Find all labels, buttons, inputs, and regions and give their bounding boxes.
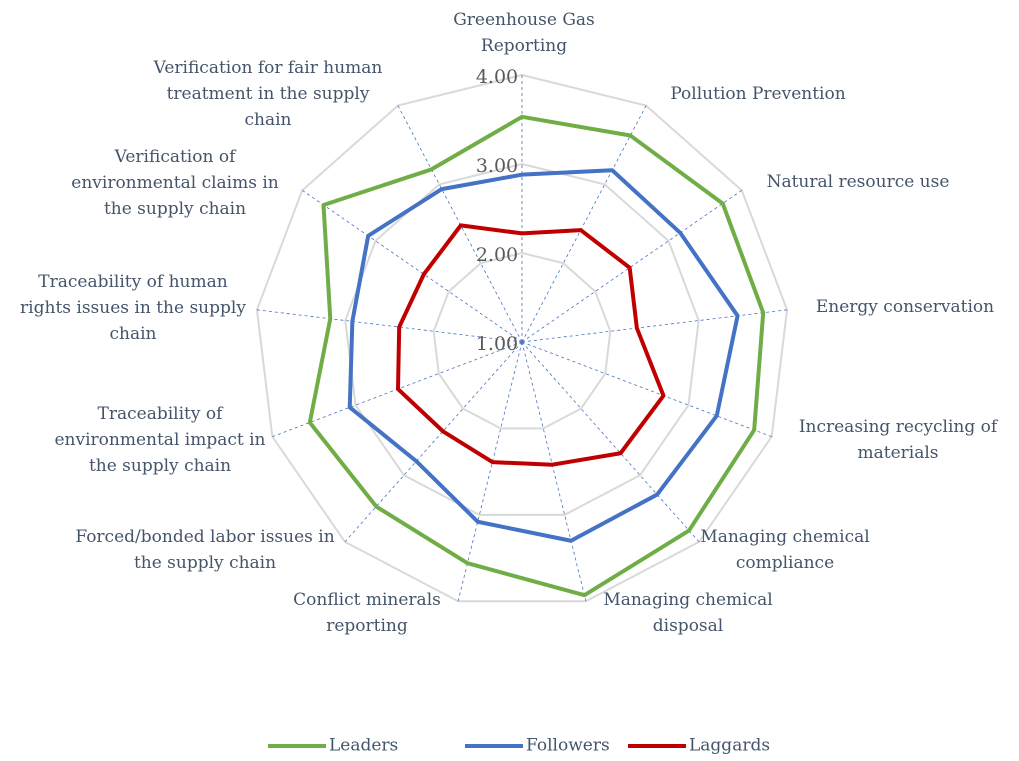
series-line	[307, 114, 766, 598]
spoke	[521, 341, 700, 543]
spoke	[256, 309, 523, 343]
tick-label: 1.00	[476, 333, 518, 355]
legend-label: Laggards	[689, 736, 770, 756]
category-label: Verification for fair human treatment in…	[153, 58, 383, 130]
category-label: Increasing recycling of materials	[798, 417, 998, 463]
spoke	[521, 105, 647, 343]
category-label: Natural resource use	[766, 172, 950, 192]
series-line	[396, 223, 666, 467]
spoke	[302, 189, 523, 343]
category-label: Pollution Prevention	[670, 84, 846, 104]
category-label: Traceability of human rights issues in t…	[20, 272, 246, 344]
legend-label: Leaders	[329, 736, 398, 756]
category-label: Verification of environmental claims in …	[71, 147, 279, 219]
grid-ring	[432, 251, 612, 430]
legend-label: Followers	[526, 736, 610, 756]
tick-label: 3.00	[476, 155, 518, 177]
category-label: Managing chemical compliance	[700, 527, 870, 573]
tick-label: 2.00	[476, 244, 518, 266]
spoke	[521, 309, 788, 343]
spoke	[457, 341, 523, 602]
spoke	[521, 341, 587, 602]
spoke	[344, 341, 523, 543]
category-label: Managing chemical disposal	[603, 590, 773, 636]
category-label: Greenhouse Gas Reporting	[453, 10, 595, 56]
spoke	[521, 189, 742, 343]
spoke	[521, 341, 772, 438]
category-label: Conflict minerals reporting	[293, 590, 441, 636]
grid-ring	[344, 162, 700, 516]
category-label: Traceability of environmental impact in …	[54, 404, 266, 476]
category-label: Energy conservation	[815, 297, 995, 317]
series-line	[347, 168, 740, 543]
tick-label: 4.00	[476, 66, 518, 88]
grid-ring	[255, 73, 789, 603]
category-label: Forced/bonded labor issues in the supply…	[75, 527, 335, 573]
